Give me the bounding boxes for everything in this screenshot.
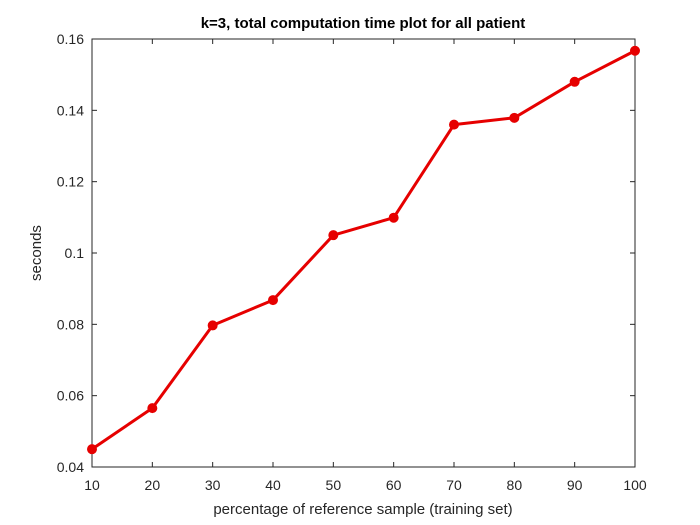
data-point	[207, 320, 218, 331]
x-tick-label: 90	[567, 477, 583, 493]
y-tick-label: 0.16	[57, 31, 84, 47]
x-tick-label: 70	[446, 477, 462, 493]
data-point	[509, 112, 520, 123]
x-tick-label: 60	[386, 477, 402, 493]
y-axis-label: seconds	[28, 225, 45, 281]
series-layer	[87, 45, 640, 455]
data-point	[147, 403, 158, 414]
data-point	[388, 212, 399, 223]
x-tick-label: 100	[623, 477, 647, 493]
y-tick-label: 0.06	[57, 388, 84, 404]
data-point	[268, 295, 278, 306]
data-point	[569, 76, 580, 87]
y-tick-label: 0.08	[57, 316, 84, 332]
chart-title: k=3, total computation time plot for all…	[201, 15, 526, 32]
y-tick-label: 0.12	[57, 174, 84, 190]
data-point	[449, 119, 459, 130]
x-axis-label: percentage of reference sample (training…	[213, 501, 512, 518]
y-tick-label: 0.04	[57, 459, 84, 475]
x-tick-label: 40	[265, 477, 281, 493]
x-axis-ticks: 10 20 30 40 50 60 70 80 90 100	[84, 39, 647, 493]
x-tick-label: 50	[326, 477, 342, 493]
data-point	[630, 45, 640, 56]
x-tick-label: 10	[84, 477, 100, 493]
y-tick-label: 0.1	[65, 245, 85, 261]
y-tick-label: 0.14	[57, 102, 84, 118]
x-tick-label: 80	[507, 477, 523, 493]
x-tick-label: 30	[205, 477, 221, 493]
plot-area	[92, 39, 635, 467]
y-axis-ticks: 0.04 0.06 0.08 0.1 0.12 0.14 0.16	[57, 31, 635, 475]
data-point	[328, 230, 339, 241]
x-tick-label: 20	[145, 477, 161, 493]
data-point	[87, 444, 97, 455]
series-line	[91, 49, 636, 451]
